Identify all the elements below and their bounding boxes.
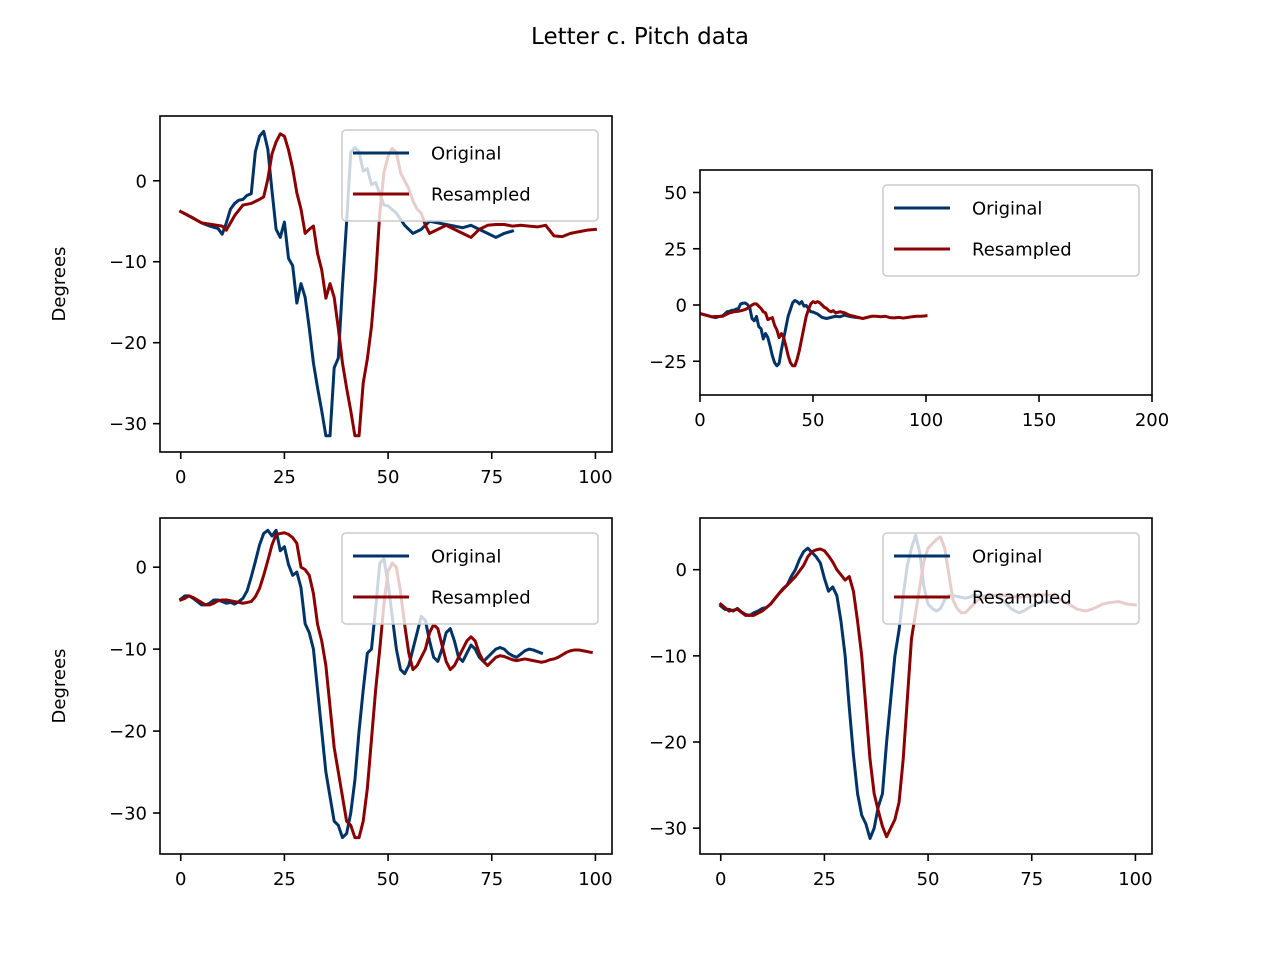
x-tick-label: 75 xyxy=(480,869,503,890)
y-tick-label: −20 xyxy=(109,333,147,354)
legend-label-original: Original xyxy=(431,547,501,568)
x-tick-label: 75 xyxy=(480,467,503,488)
legend-label-original: Original xyxy=(972,199,1042,220)
legend: Original Resampled xyxy=(882,184,1140,277)
legend-label-original: Original xyxy=(431,144,501,165)
x-tick-label: 150 xyxy=(1022,410,1056,431)
x-tick-label: 0 xyxy=(175,467,186,488)
subplot-bottom-right: 0 25 50 75 100 −30 −20 −10 0 Original Resampled xyxy=(649,517,1153,890)
axes-frame xyxy=(159,115,613,453)
y-tick-label: −20 xyxy=(109,722,147,743)
x-tick-label: 0 xyxy=(715,869,726,890)
y-tick-label: 25 xyxy=(664,239,687,260)
figure-title: Letter c. Pitch data xyxy=(531,24,749,50)
x-tick-label: 100 xyxy=(909,410,943,431)
legend-label-resampled: Resampled xyxy=(972,588,1072,609)
x-tick-label: 200 xyxy=(1135,410,1169,431)
y-tick-label: 0 xyxy=(676,296,687,317)
legend-label-original: Original xyxy=(972,547,1042,568)
y-tick-label: −10 xyxy=(649,646,687,667)
subplot-top-left: 0 25 50 75 100 −30 −20 −10 0 Degrees Original Resam… xyxy=(49,115,613,488)
legend-label-resampled: Resampled xyxy=(972,240,1072,261)
series-line-resampled xyxy=(178,132,598,438)
plot-area xyxy=(700,299,928,368)
y-tick-label: −10 xyxy=(109,252,147,273)
y-tick-label: −10 xyxy=(109,640,147,661)
x-tick-label: 50 xyxy=(377,467,400,488)
subplot-grid: 0 25 50 75 100 −30 −20 −10 0 Degrees Original Resam… xyxy=(49,115,1169,890)
x-tick-label: 50 xyxy=(802,410,825,431)
legend-label-resampled: Resampled xyxy=(431,588,531,609)
subplot-top-right: 0 50 100 150 200 −25 0 25 50 Original Resampled xyxy=(649,169,1169,431)
y-axis-label: Degrees xyxy=(49,247,70,322)
legend: Original Resampled xyxy=(341,532,599,625)
series-line-resampled xyxy=(700,300,928,368)
legend: Original Resampled xyxy=(882,532,1140,625)
subplot-bottom-left: 0 25 50 75 100 −30 −20 −10 0 Degrees Original Resam… xyxy=(49,517,613,890)
x-tick-label: 100 xyxy=(1118,869,1152,890)
x-tick-label: 50 xyxy=(377,869,400,890)
x-tick-label: 50 xyxy=(917,869,940,890)
y-tick-label: −20 xyxy=(649,733,687,754)
y-tick-label: −30 xyxy=(649,819,687,840)
y-tick-label: 0 xyxy=(136,171,147,192)
y-tick-label: −30 xyxy=(109,804,147,825)
legend-label-resampled: Resampled xyxy=(431,185,531,206)
x-tick-label: 100 xyxy=(578,869,612,890)
x-tick-label: 75 xyxy=(1020,869,1043,890)
x-tick-label: 25 xyxy=(273,467,296,488)
axes-frame xyxy=(159,517,613,855)
axes-frame xyxy=(699,517,1153,855)
y-tick-label: −25 xyxy=(649,352,687,373)
x-tick-label: 100 xyxy=(578,467,612,488)
x-tick-label: 0 xyxy=(175,869,186,890)
y-axis-label: Degrees xyxy=(49,649,70,724)
x-tick-label: 0 xyxy=(694,410,705,431)
y-tick-label: 50 xyxy=(664,183,687,204)
y-tick-label: 0 xyxy=(136,558,147,579)
series-line-original xyxy=(700,299,860,368)
y-tick-label: −30 xyxy=(109,414,147,435)
y-tick-label: 0 xyxy=(676,560,687,581)
x-tick-label: 25 xyxy=(273,869,296,890)
legend: Original Resampled xyxy=(341,129,599,222)
x-tick-label: 25 xyxy=(813,869,836,890)
